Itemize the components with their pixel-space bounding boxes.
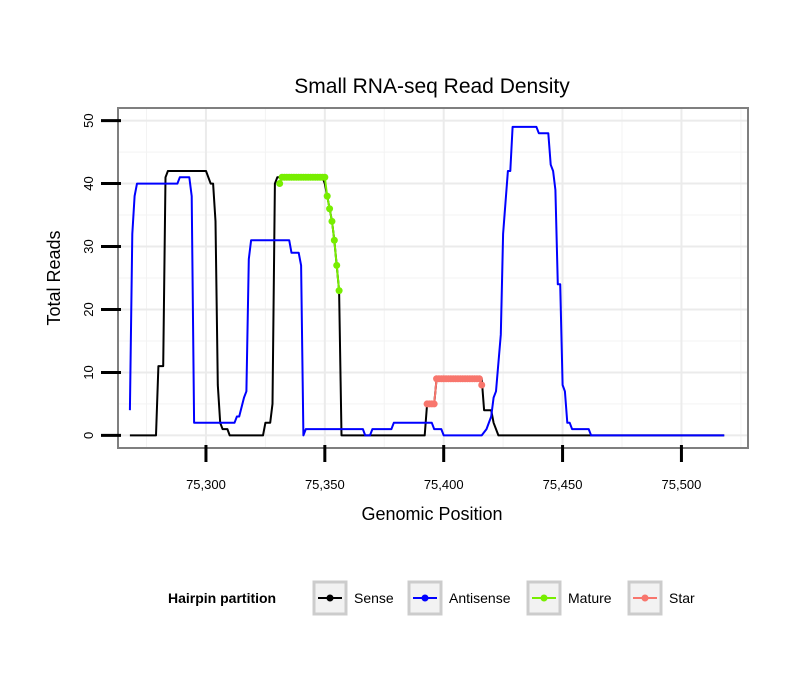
star-point [430, 400, 438, 408]
legend-title: Hairpin partition [168, 590, 276, 606]
y-tick-label: 30 [81, 239, 96, 253]
mature-point [333, 261, 341, 269]
legend: Hairpin partition Sense Antisense Mature St… [168, 580, 695, 616]
mature-point [323, 192, 331, 200]
legend-label: Antisense [449, 590, 511, 606]
y-tick-label: 10 [81, 365, 96, 379]
x-tick-label: 75,350 [305, 477, 345, 492]
series-points [276, 173, 486, 408]
legend-key-point [421, 594, 429, 602]
legend-item-antisense: Antisense [407, 580, 511, 616]
x-axis: 75,300 75,350 75,400 75,450 75,500 [186, 445, 701, 492]
mature-point [328, 217, 336, 225]
legend-key-point [540, 594, 548, 602]
star-point [478, 381, 486, 389]
legend-entries: Sense Antisense Mature Star [312, 580, 695, 616]
y-tick-label: 20 [81, 302, 96, 316]
y-axis-title: Total Reads [44, 230, 64, 325]
legend-item-star: Star [627, 580, 695, 616]
x-tick-label: 75,400 [424, 477, 464, 492]
antisense-series-line [128, 125, 725, 437]
legend-key-point [326, 594, 334, 602]
y-tick-label: 50 [81, 113, 96, 127]
legend-label: Mature [568, 590, 612, 606]
grid [118, 108, 748, 448]
legend-key-point [641, 594, 649, 602]
mature-point [330, 236, 338, 244]
x-tick-label: 75,500 [662, 477, 702, 492]
x-tick-label: 75,450 [543, 477, 583, 492]
star-point [475, 375, 483, 383]
mature-point [321, 173, 329, 181]
x-axis-title: Genomic Position [361, 504, 502, 524]
y-tick-label: 0 [81, 432, 96, 439]
mature-point [326, 205, 334, 213]
y-axis: 0 10 20 30 40 50 [81, 113, 121, 439]
legend-label: Sense [354, 590, 394, 606]
legend-item-mature: Mature [526, 580, 612, 616]
mature-point [335, 287, 343, 295]
legend-item-sense: Sense [312, 580, 394, 616]
chart-title: Small RNA-seq Read Density [294, 75, 570, 98]
mature-point [276, 180, 284, 188]
y-tick-label: 40 [81, 176, 96, 190]
x-tick-label: 75,300 [186, 477, 226, 492]
plot-panel-border [117, 107, 749, 449]
legend-label: Star [669, 590, 695, 606]
